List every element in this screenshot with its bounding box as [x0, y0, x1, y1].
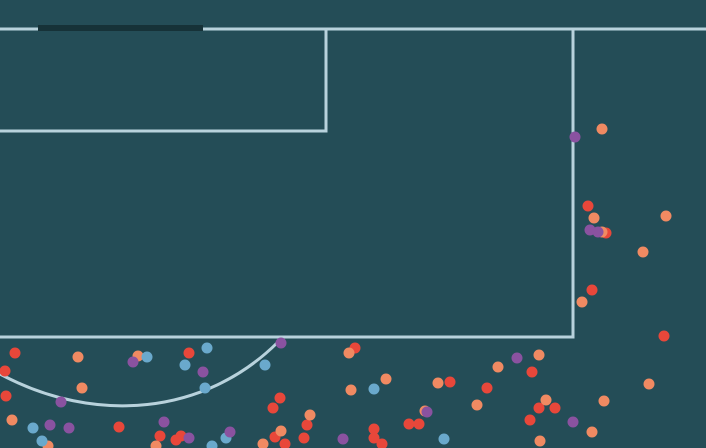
shot-point [444, 376, 456, 388]
shot-point [526, 366, 538, 378]
shot-point [298, 432, 310, 444]
shot-point [0, 365, 11, 377]
pitch-markings [0, 25, 706, 408]
shot-point [586, 426, 598, 438]
shot-point [158, 416, 170, 428]
shot-point [6, 414, 18, 426]
shot-point [376, 438, 388, 448]
shot-point [643, 378, 655, 390]
shot-point [569, 131, 581, 143]
shot-point [275, 337, 287, 349]
shot-point [183, 347, 195, 359]
shot-point [586, 284, 598, 296]
shot-point [150, 440, 162, 448]
shot-point [492, 361, 504, 373]
shot-point [637, 246, 649, 258]
shot-points [0, 123, 672, 448]
penalty-arc [0, 340, 280, 408]
shot-point [511, 352, 523, 364]
shot-point [76, 382, 88, 394]
shot-point [481, 382, 493, 394]
shot-point [0, 390, 12, 402]
shot-point [141, 351, 153, 363]
shot-point [533, 402, 545, 414]
shot-point [113, 421, 125, 433]
shot-point [63, 422, 75, 434]
shot-point [432, 377, 444, 389]
shot-point [658, 330, 670, 342]
goal-mouth [38, 25, 203, 31]
shot-point [598, 395, 610, 407]
shot-point [660, 210, 672, 222]
shot-point [337, 433, 349, 445]
shot-point [534, 435, 546, 447]
shot-point [421, 406, 433, 418]
six-yard-box [0, 29, 328, 133]
shot-point [9, 347, 21, 359]
shot-point [301, 419, 313, 431]
shot-point [224, 426, 236, 438]
shot-point [279, 438, 291, 448]
shot-point [345, 384, 357, 396]
shot-point [582, 200, 594, 212]
shot-point [438, 433, 450, 445]
shot-point [257, 438, 269, 448]
shot-point [343, 347, 355, 359]
shot-point [368, 423, 380, 435]
shot-point [201, 342, 213, 354]
shot-point [127, 356, 139, 368]
shot-point [567, 416, 579, 428]
shot-point [55, 396, 67, 408]
shot-point [274, 392, 286, 404]
shot-point [596, 123, 608, 135]
shot-point [154, 430, 166, 442]
penalty-box [0, 29, 575, 339]
shot-point [304, 409, 316, 421]
shot-point [197, 366, 209, 378]
shot-point [36, 435, 48, 447]
shot-point [170, 434, 182, 446]
shot-point [368, 432, 380, 444]
shot-point [72, 351, 84, 363]
shot-point [368, 383, 380, 395]
shot-point [199, 382, 211, 394]
shot-point [183, 432, 195, 444]
shot-point [403, 418, 415, 430]
shot-point [275, 425, 287, 437]
shot-point [592, 226, 604, 238]
shot-point [27, 422, 39, 434]
shot-point [259, 359, 271, 371]
shot-point [179, 359, 191, 371]
shot-point [471, 399, 483, 411]
shot-point [413, 418, 425, 430]
shot-point [44, 419, 56, 431]
shot-point [540, 394, 552, 406]
shot-point [576, 296, 588, 308]
shot-point [380, 373, 392, 385]
shot-point [549, 402, 561, 414]
shot-point [588, 212, 600, 224]
shot-point [267, 402, 279, 414]
shot-point [206, 440, 218, 448]
shot-point [533, 349, 545, 361]
shot-point [524, 414, 536, 426]
